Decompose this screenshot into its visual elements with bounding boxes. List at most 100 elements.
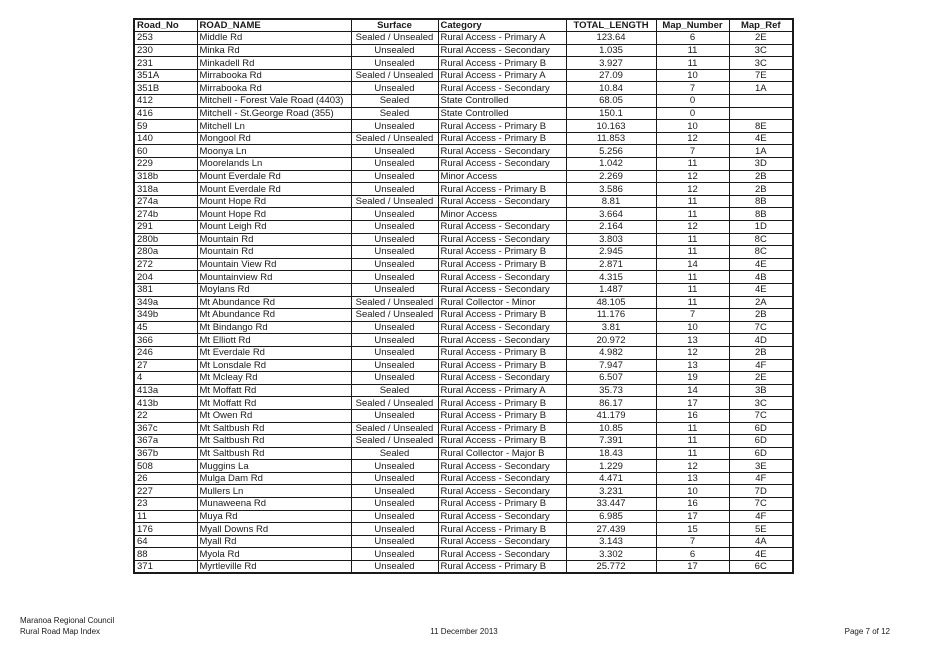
table-cell-road_name: Myrtleville Rd <box>196 560 352 574</box>
table-row: 416 Mitchell - St.George Road (355) Sealed… <box>133 106 794 121</box>
table-cell-map_ref: 4A <box>728 534 794 549</box>
table-cell-road_name: Myall Rd <box>196 534 352 549</box>
road-index-table-container: Road_No ROAD_NAME Surface Category TOTAL_LEN… <box>133 18 794 575</box>
table-cell-map_ref: 2E <box>728 31 794 45</box>
table-cell-road_no: 231 <box>133 56 198 70</box>
table-cell-road_name: Muggins La <box>196 459 352 473</box>
table-cell-category: Rural Access - Primary B <box>437 245 567 259</box>
table-cell-road_name: Mount Everdale Rd <box>196 169 352 184</box>
table-cell-road_no: 26 <box>133 471 198 486</box>
table-row: 280b Mountain Rd Unsealed Rural Access - Se… <box>133 232 794 247</box>
table-cell-map_ref: 3C <box>728 43 794 58</box>
table-cell-surface: Unsealed <box>350 471 439 486</box>
table-cell-map_ref: 2B <box>728 182 794 196</box>
table-cell-total_length: 5.256 <box>565 144 657 159</box>
table-cell-total_length: 25.772 <box>565 560 657 574</box>
table-cell-road_name: Mitchell - Forest Vale Road (4403) <box>196 94 352 108</box>
table-cell-category: Rural Access - Primary B <box>437 497 567 511</box>
table-row: 60 Moonya Ln Unsealed Rural Access - Second… <box>133 144 794 159</box>
table-cell-road_no: 291 <box>133 220 198 234</box>
table-cell-road_no: 88 <box>133 547 198 562</box>
table-cell-road_no: 413b <box>133 396 198 410</box>
table-cell-road_no: 60 <box>133 144 198 159</box>
table-cell-surface: Sealed / Unsealed <box>350 194 439 209</box>
table-cell-surface: Unsealed <box>350 56 439 70</box>
table-cell-map_number: 7 <box>655 144 730 159</box>
table-row: 59 Mitchell Ln Unsealed Rural Access - Prim… <box>133 119 794 133</box>
table-cell-category: Rural Access - Secondary <box>437 81 567 96</box>
table-row: 367b Mt Saltbush Rd Sealed Rural Collector … <box>133 446 794 461</box>
table-cell-map_number: 11 <box>655 282 730 297</box>
table-row: 291 Mount Leigh Rd Unsealed Rural Access - … <box>133 220 794 234</box>
table-cell-road_no: 280b <box>133 232 198 247</box>
table-cell-map_ref: 2A <box>728 295 794 310</box>
table-cell-map_ref: 4F <box>728 509 794 524</box>
table-cell-surface: Sealed / Unsealed <box>350 421 439 436</box>
table-cell-road_name: Mt Moffatt Rd <box>196 396 352 410</box>
table-cell-total_length: 1.035 <box>565 43 657 58</box>
column-header-map_ref: Map_Ref <box>728 18 794 33</box>
table-cell-surface: Unsealed <box>350 119 439 133</box>
table-cell-map_ref: 3C <box>728 396 794 410</box>
table-cell-category: Rural Access - Secondary <box>437 144 567 159</box>
table-cell-map_number: 12 <box>655 131 730 146</box>
table-cell-road_no: 253 <box>133 31 198 45</box>
table-cell-map_number: 14 <box>655 257 730 272</box>
table-cell-map_number: 11 <box>655 232 730 247</box>
table-cell-map_number: 11 <box>655 270 730 284</box>
table-cell-surface: Unsealed <box>350 232 439 247</box>
table-cell-total_length: 10.85 <box>565 421 657 436</box>
table-cell-road_no: 351A <box>133 68 198 83</box>
table-cell-map_ref: 7C <box>728 320 794 335</box>
table-cell-category: Rural Access - Secondary <box>437 547 567 562</box>
table-cell-category: Rural Access - Primary B <box>437 308 567 322</box>
table-cell-surface: Unsealed <box>350 320 439 335</box>
table-cell-category: Rural Access - Primary A <box>437 68 567 83</box>
table-cell-map_ref: 2E <box>728 371 794 385</box>
table-cell-total_length: 2.871 <box>565 257 657 272</box>
table-cell-total_length: 20.972 <box>565 333 657 347</box>
table-cell-map_number: 7 <box>655 308 730 322</box>
table-cell-road_no: 412 <box>133 94 198 108</box>
table-cell-map_number: 13 <box>655 358 730 373</box>
table-cell-map_number: 6 <box>655 547 730 562</box>
table-cell-road_name: Moorelands Ln <box>196 157 352 171</box>
table-cell-map_ref: 3C <box>728 56 794 70</box>
table-row: 413b Mt Moffatt Rd Sealed / Unsealed Rural … <box>133 396 794 410</box>
table-cell-map_ref: 4E <box>728 547 794 562</box>
table-cell-map_number: 17 <box>655 396 730 410</box>
table-cell-total_length: 2.164 <box>565 220 657 234</box>
table-cell-map_number: 10 <box>655 68 730 83</box>
table-cell-map_ref: 4E <box>728 131 794 146</box>
table-cell-road_name: Mirrabooka Rd <box>196 68 352 83</box>
table-cell-road_no: 366 <box>133 333 198 347</box>
table-row: 367a Mt Saltbush Rd Sealed / Unsealed Rural… <box>133 434 794 448</box>
table-cell-map_ref: 4F <box>728 358 794 373</box>
table-cell-road_no: 413a <box>133 383 198 398</box>
table-cell-total_length: 3.586 <box>565 182 657 196</box>
table-cell-road_no: 230 <box>133 43 198 58</box>
table-cell-surface: Sealed <box>350 94 439 108</box>
table-cell-total_length: 27.439 <box>565 522 657 536</box>
table-cell-map_number: 17 <box>655 509 730 524</box>
table-cell-total_length: 27.09 <box>565 68 657 83</box>
table-cell-category: Rural Access - Secondary <box>437 371 567 385</box>
table-cell-map_ref: 6C <box>728 560 794 574</box>
table-row: 272 Mountain View Rd Unsealed Rural Access … <box>133 257 794 272</box>
table-cell-road_name: Mt Saltbush Rd <box>196 421 352 436</box>
table-cell-road_no: 508 <box>133 459 198 473</box>
table-header-row: Road_No ROAD_NAME Surface Category TOTAL_LEN… <box>133 18 794 33</box>
table-cell-road_name: Mountainview Rd <box>196 270 352 284</box>
table-cell-total_length: 2.269 <box>565 169 657 184</box>
table-cell-surface: Unsealed <box>350 282 439 297</box>
table-cell-road_name: Mount Everdale Rd <box>196 182 352 196</box>
table-row: 64 Myall Rd Unsealed Rural Access - Seconda… <box>133 534 794 549</box>
table-cell-total_length: 3.143 <box>565 534 657 549</box>
table-row: 318b Mount Everdale Rd Unsealed Minor Acces… <box>133 169 794 184</box>
table-cell-road_no: 140 <box>133 131 198 146</box>
table-cell-road_no: 349b <box>133 308 198 322</box>
table-cell-map_ref <box>728 94 794 108</box>
table-cell-category: Rural Access - Primary B <box>437 358 567 373</box>
table-cell-map_number: 19 <box>655 371 730 385</box>
table-cell-total_length: 7.947 <box>565 358 657 373</box>
